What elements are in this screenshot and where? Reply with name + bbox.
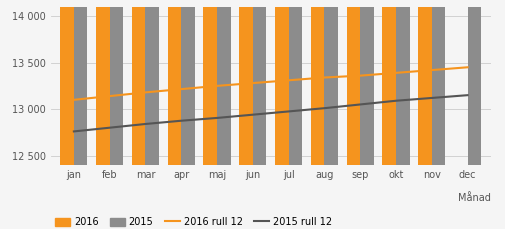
Bar — [203, 0, 217, 165]
Legend: 2016, 2015, 2016 rull 12, 2015 rull 12: 2016, 2015, 2016 rull 12, 2015 rull 12 — [56, 217, 331, 227]
Bar — [132, 0, 145, 165]
Bar — [395, 0, 409, 165]
Bar — [382, 0, 395, 165]
Bar — [239, 0, 252, 165]
Bar — [217, 0, 230, 165]
Bar — [360, 0, 373, 165]
Bar — [60, 0, 74, 165]
Bar — [145, 0, 159, 165]
Bar — [467, 0, 480, 165]
Bar — [417, 0, 431, 165]
Text: Månad: Månad — [457, 193, 490, 203]
Bar — [110, 0, 123, 165]
Bar — [74, 0, 87, 165]
Bar — [288, 0, 301, 165]
Bar — [96, 0, 110, 165]
Bar — [346, 0, 360, 165]
Bar — [167, 0, 181, 165]
Bar — [274, 0, 288, 165]
Bar — [310, 0, 324, 165]
Bar — [181, 0, 194, 165]
Bar — [431, 0, 444, 165]
Bar — [252, 0, 266, 165]
Bar — [324, 0, 337, 165]
